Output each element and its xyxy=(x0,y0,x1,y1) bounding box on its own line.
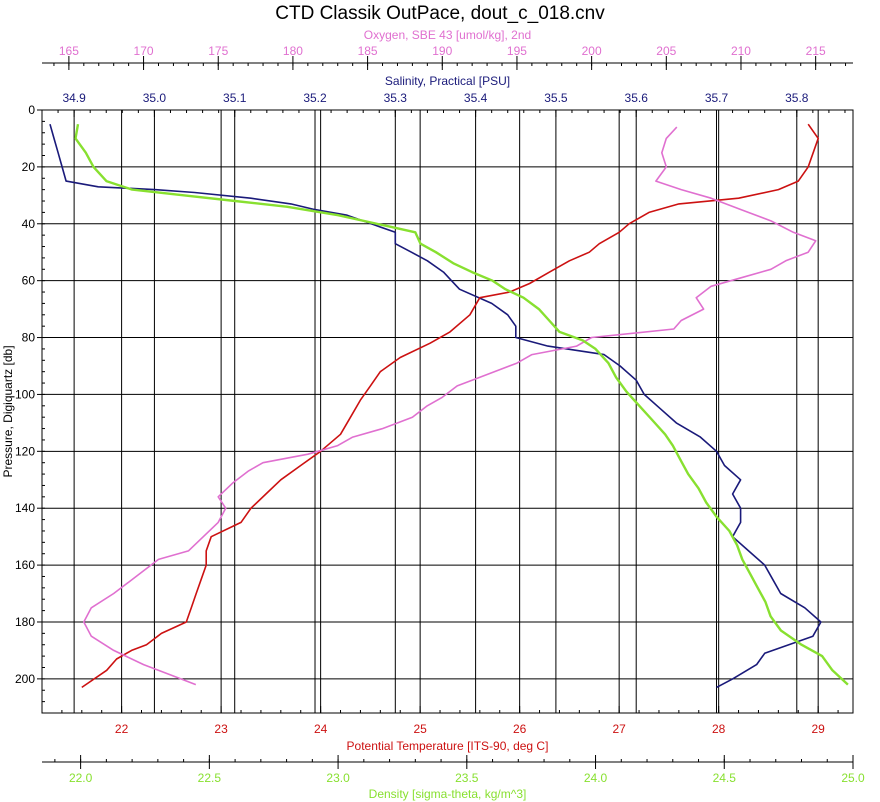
tick-label-temperature: 23 xyxy=(214,722,228,736)
tick-label-density: 22.0 xyxy=(69,771,93,785)
tick-label-pressure: 200 xyxy=(15,672,35,686)
tick-label-salinity: 35.7 xyxy=(705,91,729,105)
tick-label-pressure: 60 xyxy=(22,274,36,288)
tick-label-salinity: 35.0 xyxy=(143,91,167,105)
tick-label-salinity: 35.3 xyxy=(384,91,408,105)
plot-frame xyxy=(41,109,854,714)
series-line-temperature xyxy=(81,123,820,689)
tick-label-pressure: 140 xyxy=(15,501,35,515)
axes-layer: 165 170 175 180 185 190 195 200 205 210 215Oxygen,… xyxy=(1,28,865,801)
tick-label-pressure: 100 xyxy=(15,387,35,401)
tick-label-pressure: 80 xyxy=(22,331,36,345)
tick-label-density: 23.5 xyxy=(455,771,479,785)
tick-label-oxygen: 210 xyxy=(731,44,751,58)
chart-title: CTD Classik OutPace, dout_c_018.cnv xyxy=(275,3,605,24)
tick-label-oxygen: 165 xyxy=(59,44,79,58)
tick-label-oxygen: 185 xyxy=(358,44,378,58)
tick-label-salinity: 35.8 xyxy=(785,91,809,105)
axis-title-temperature: Potential Temperature [ITS-90, deg C] xyxy=(347,739,549,753)
tick-label-salinity: 35.1 xyxy=(223,91,247,105)
tick-label-oxygen: 215 xyxy=(806,44,826,58)
tick-label-salinity: 35.6 xyxy=(625,91,649,105)
axis-salinity: 34.9 35.0 35.1 35.2 35.3 35.4 35.5 35.6 35.7 35.8… xyxy=(41,74,846,713)
tick-label-density: 23.0 xyxy=(326,771,350,785)
axis-title-pressure: Pressure, Digiquartz [db] xyxy=(1,345,15,477)
tick-label-oxygen: 195 xyxy=(507,44,527,58)
series-line-density xyxy=(74,123,849,686)
tick-label-oxygen: 190 xyxy=(432,44,452,58)
tick-label-pressure: 160 xyxy=(15,558,35,572)
tick-label-temperature: 28 xyxy=(712,722,726,736)
axis-title-density: Density [sigma-theta, kg/m^3] xyxy=(369,787,527,801)
series-line-oxygen xyxy=(83,126,817,686)
tick-label-pressure: 120 xyxy=(15,444,35,458)
tick-label-oxygen: 205 xyxy=(656,44,676,58)
tick-label-salinity: 35.2 xyxy=(303,91,327,105)
axis-density: 22.0 22.5 23.0 23.5 24.0 24.5 25.0 Density [sig… xyxy=(42,755,865,801)
tick-label-pressure: 20 xyxy=(22,160,36,174)
tick-label-density: 24.0 xyxy=(584,771,608,785)
tick-label-oxygen: 200 xyxy=(582,44,602,58)
tick-label-pressure: 40 xyxy=(22,217,36,231)
axis-title-oxygen: Oxygen, SBE 43 [umol/kg], 2nd xyxy=(364,28,531,42)
axis-pressure: 0 20 40 60 80 100 120 140 160 180 200 Pressure, Dig… xyxy=(1,103,853,714)
axis-oxygen: 165 170 175 180 185 190 195 200 205 210 215 Oxygen,… xyxy=(42,28,853,70)
axis-title-salinity: Salinity, Practical [PSU] xyxy=(385,74,510,88)
tick-label-oxygen: 175 xyxy=(208,44,228,58)
tick-label-temperature: 27 xyxy=(612,722,626,736)
tick-label-density: 25.0 xyxy=(841,771,865,785)
tick-label-temperature: 24 xyxy=(314,722,328,736)
tick-label-pressure: 0 xyxy=(28,103,35,117)
tick-label-salinity: 34.9 xyxy=(62,91,86,105)
tick-label-density: 22.5 xyxy=(198,771,222,785)
tick-label-temperature: 26 xyxy=(513,722,527,736)
tick-label-salinity: 35.5 xyxy=(544,91,568,105)
tick-label-oxygen: 170 xyxy=(134,44,154,58)
tick-label-temperature: 25 xyxy=(413,722,427,736)
tick-label-density: 24.5 xyxy=(713,771,737,785)
tick-label-pressure: 180 xyxy=(15,615,35,629)
series-layer xyxy=(49,123,849,689)
series-line-salinity xyxy=(49,123,822,689)
tick-label-temperature: 29 xyxy=(811,722,825,736)
axis-temperature: 22 23 24 25 26 27 28 29 Potential Temperature [I… xyxy=(41,110,839,753)
tick-label-oxygen: 180 xyxy=(283,44,303,58)
tick-label-salinity: 35.4 xyxy=(464,91,488,105)
tick-label-temperature: 22 xyxy=(115,722,129,736)
